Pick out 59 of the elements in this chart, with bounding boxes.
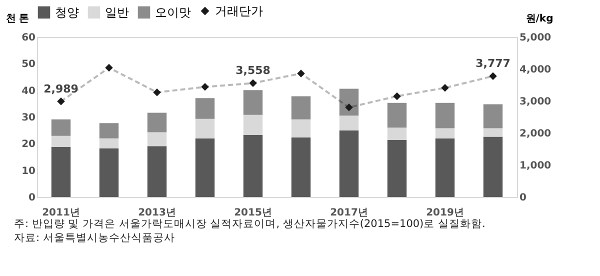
bar — [483, 128, 503, 137]
bar — [387, 102, 407, 128]
bar — [339, 116, 359, 130]
legend-label: 청양 — [55, 5, 79, 20]
y2-tick-label: 0 — [520, 192, 526, 204]
bar — [99, 148, 119, 197]
y-tick-label: 0 — [28, 192, 36, 204]
x-tick-label: 2011년 — [42, 208, 80, 218]
bar — [435, 128, 455, 138]
bar — [147, 112, 167, 132]
y2-axis-title: 원/kg — [526, 14, 554, 24]
bar — [291, 119, 311, 138]
bar — [483, 104, 503, 128]
bar — [339, 130, 359, 197]
y-tick-label: 50 — [22, 59, 36, 70]
bar — [483, 136, 503, 197]
bar — [51, 136, 71, 147]
bar — [291, 138, 311, 197]
x-tick-label: 2015년 — [234, 208, 272, 218]
legend-label: 오이맛 — [155, 5, 191, 20]
bar — [99, 123, 119, 138]
y2-tick-label: 4,000 — [520, 64, 552, 76]
x-tick-label: 2017년 — [330, 208, 368, 218]
data-label: 3,777 — [476, 57, 510, 70]
bar — [147, 132, 167, 146]
y-tick-label: 20 — [22, 139, 36, 150]
bar — [195, 138, 215, 197]
y2-tick-label: 3,000 — [520, 96, 552, 108]
bar — [243, 90, 263, 115]
bar — [387, 140, 407, 197]
bar — [51, 146, 71, 197]
bar — [195, 98, 215, 119]
text: 자료: 서울특별시농수산식품공사 — [14, 231, 176, 245]
y2-tick-label: 1,000 — [520, 160, 552, 172]
bar — [147, 146, 167, 197]
bar — [435, 102, 455, 128]
y-tick-label: 60 — [22, 32, 36, 44]
x-tick-label: 2013년 — [138, 208, 176, 218]
legend-label: 일반 — [105, 5, 129, 20]
y-tick-label: 40 — [22, 86, 36, 97]
bar — [51, 119, 71, 136]
y-tick-label: 30 — [22, 112, 36, 124]
y2-tick-label: 2,000 — [520, 128, 552, 140]
bar — [99, 138, 119, 148]
legend-label: 거래단가 — [215, 4, 263, 18]
y2-tick-label: 5,000 — [520, 32, 552, 44]
bar — [435, 138, 455, 197]
bar — [339, 88, 359, 116]
bar — [195, 118, 215, 138]
x-tick-label: 2019년 — [426, 208, 464, 218]
bar — [291, 96, 311, 120]
data-label: 3,558 — [236, 64, 270, 78]
bar — [243, 134, 263, 197]
bar — [243, 114, 263, 135]
data-label: 2,989 — [44, 82, 78, 96]
text: 주: 반입량 및 가격은 서울가락도매시장 실적자료이며, 생산자물가지수(2015=100)로 실질화함. — [14, 217, 486, 231]
bar — [387, 128, 407, 140]
y-axis-title: 천 톤 — [6, 14, 30, 24]
y-tick-label: 10 — [22, 166, 36, 177]
